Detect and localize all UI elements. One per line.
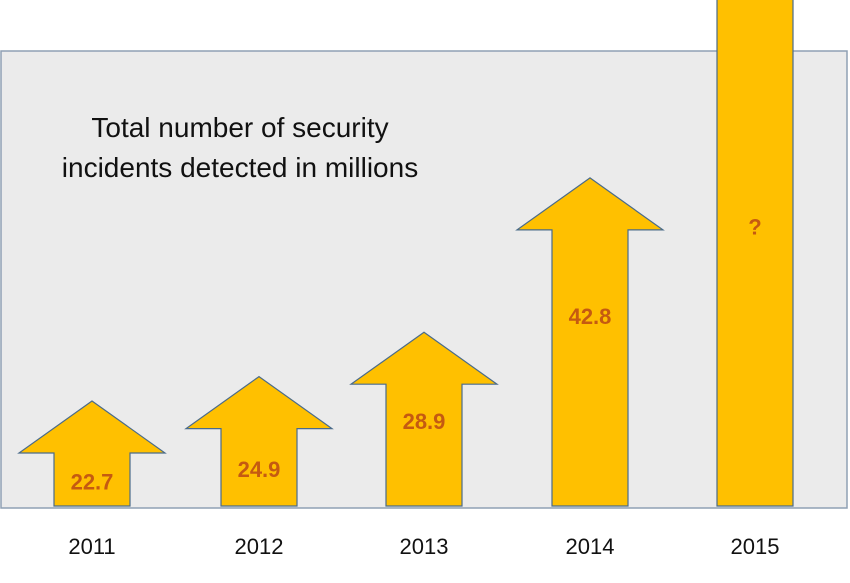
- value-label-2011: 22.7: [71, 469, 114, 494]
- x-tick-label-2012: 2012: [235, 534, 284, 559]
- chart-title-line-1: Total number of security: [91, 112, 389, 143]
- arrows-layer: [17, 0, 794, 507]
- arrow-bar-2014: [515, 177, 665, 507]
- x-tick-label-2013: 2013: [400, 534, 449, 559]
- x-tick-labels-layer: 2011 2012 2013 2014 2015: [68, 534, 779, 559]
- value-labels-layer: 22.7 24.9 28.9 42.8?: [71, 215, 762, 495]
- chart-title-line-2: incidents detected in millions: [61, 152, 419, 183]
- chart-title: Total number of security incidents detec…: [20, 108, 460, 188]
- arrow-bar-2011: [17, 400, 167, 507]
- value-label-2015: ?: [748, 215, 761, 240]
- x-tick-label-2014: 2014: [566, 534, 615, 559]
- x-tick-label-2011: 2011: [68, 534, 115, 559]
- value-label-2013: 28.9: [403, 409, 446, 434]
- arrow-bar-2013: [349, 331, 499, 507]
- value-label-2014: 42.8: [569, 304, 612, 329]
- arrow-bar-2012: [184, 375, 334, 507]
- arrow-bar-2015: [716, 0, 794, 507]
- value-label-2012: 24.9: [238, 457, 281, 482]
- x-tick-label-2015: 2015: [731, 534, 780, 559]
